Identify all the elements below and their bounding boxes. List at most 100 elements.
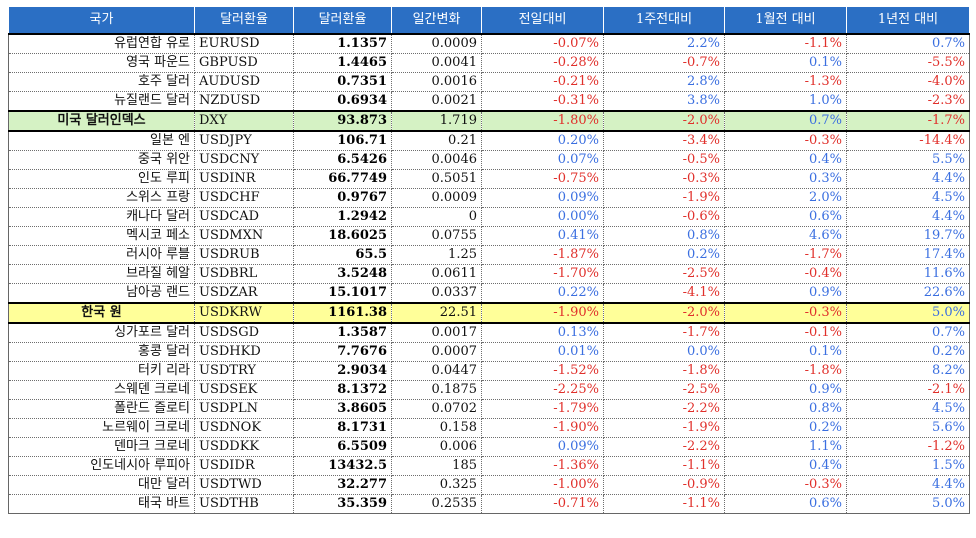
cell-vs-1-month[interactable]: -1.3% [724,72,847,92]
cell-code[interactable]: USDRUB [194,245,294,265]
cell-vs-1-week[interactable]: -1.7% [603,323,725,343]
cell-vs-1-month[interactable]: 4.6% [724,226,847,246]
cell-vs-prev-day[interactable]: -2.25% [481,380,604,400]
cell-daily-change[interactable]: 185 [391,456,482,476]
cell-country[interactable]: 멕시코 페소 [8,226,195,246]
cell-rate[interactable]: 32.277 [293,475,392,495]
cell-rate[interactable]: 1161.38 [293,302,392,324]
cell-rate[interactable]: 6.5509 [293,437,392,457]
cell-vs-prev-day[interactable]: -0.31% [481,91,604,112]
cell-vs-prev-day[interactable]: -1.79% [481,399,604,419]
cell-rate[interactable]: 93.873 [293,110,392,132]
cell-vs-prev-day[interactable]: -0.07% [481,34,604,54]
cell-vs-1-year[interactable]: 22.6% [846,283,970,304]
cell-vs-1-week[interactable]: -4.1% [603,283,725,304]
cell-vs-1-year[interactable]: 5.6% [846,418,970,438]
cell-daily-change[interactable]: 0.0016 [391,72,482,92]
cell-code[interactable]: USDIDR [194,456,294,476]
cell-country[interactable]: 스위스 프랑 [8,188,195,208]
cell-vs-1-month[interactable]: 0.6% [724,494,847,514]
cell-daily-change[interactable]: 0.0046 [391,150,482,170]
cell-country[interactable]: 한국 원 [8,302,195,324]
cell-vs-1-week[interactable]: -1.8% [603,361,725,381]
cell-vs-1-year[interactable]: 5.0% [846,494,970,514]
cell-vs-1-year[interactable]: 0.7% [846,323,970,343]
cell-vs-prev-day[interactable]: -0.71% [481,494,604,514]
cell-code[interactable]: USDKRW [194,302,294,324]
cell-country[interactable]: 폴란드 즐로티 [8,399,195,419]
cell-code[interactable]: AUDUSD [194,72,294,92]
cell-vs-1-month[interactable]: 0.3% [724,169,847,189]
cell-country[interactable]: 영국 파운드 [8,53,195,73]
cell-vs-1-year[interactable]: -5.5% [846,53,970,73]
cell-vs-1-month[interactable]: 0.8% [724,399,847,419]
cell-vs-1-week[interactable]: 0.2% [603,245,725,265]
cell-vs-1-month[interactable]: -0.4% [724,264,847,284]
cell-code[interactable]: USDZAR [194,283,294,304]
cell-vs-prev-day[interactable]: 0.22% [481,283,604,304]
cell-vs-1-year[interactable]: -14.4% [846,131,970,151]
cell-vs-1-week[interactable]: -2.0% [603,110,725,132]
cell-country[interactable]: 싱가포르 달러 [8,323,195,343]
cell-code[interactable]: USDSEK [194,380,294,400]
cell-daily-change[interactable]: 0.1875 [391,380,482,400]
cell-vs-1-week[interactable]: -0.5% [603,150,725,170]
header-daily-change[interactable]: 일간변화 [391,6,482,35]
cell-vs-1-year[interactable]: 0.7% [846,34,970,54]
cell-vs-1-year[interactable]: 19.7% [846,226,970,246]
cell-code[interactable]: USDMXN [194,226,294,246]
cell-vs-prev-day[interactable]: -0.21% [481,72,604,92]
cell-daily-change[interactable]: 0.0447 [391,361,482,381]
cell-code[interactable]: USDDKK [194,437,294,457]
cell-rate[interactable]: 1.2942 [293,207,392,227]
cell-vs-1-year[interactable]: 4.5% [846,399,970,419]
cell-vs-1-week[interactable]: 2.8% [603,72,725,92]
cell-vs-1-month[interactable]: 1.1% [724,437,847,457]
cell-rate[interactable]: 1.4465 [293,53,392,73]
cell-country[interactable]: 남아공 랜드 [8,283,195,304]
cell-vs-1-month[interactable]: 1.0% [724,91,847,112]
cell-vs-1-year[interactable]: 17.4% [846,245,970,265]
cell-rate[interactable]: 8.1372 [293,380,392,400]
cell-vs-1-month[interactable]: 0.1% [724,53,847,73]
cell-vs-1-week[interactable]: -0.9% [603,475,725,495]
cell-rate[interactable]: 66.7749 [293,169,392,189]
cell-country[interactable]: 중국 위안 [8,150,195,170]
cell-code[interactable]: USDHKD [194,342,294,362]
cell-vs-prev-day[interactable]: -1.90% [481,302,604,324]
cell-daily-change[interactable]: 0.0337 [391,283,482,304]
cell-country[interactable]: 노르웨이 크로네 [8,418,195,438]
cell-vs-1-year[interactable]: 5.5% [846,150,970,170]
cell-vs-prev-day[interactable]: 0.09% [481,188,604,208]
cell-code[interactable]: USDSGD [194,323,294,343]
cell-rate[interactable]: 18.6025 [293,226,392,246]
cell-country[interactable]: 스웨덴 크로네 [8,380,195,400]
cell-vs-1-week[interactable]: -0.7% [603,53,725,73]
cell-vs-prev-day[interactable]: -1.70% [481,264,604,284]
header-rate[interactable]: 달러환율 [293,6,392,35]
cell-vs-1-year[interactable]: 4.5% [846,188,970,208]
cell-vs-1-month[interactable]: 2.0% [724,188,847,208]
header-vs-1-week[interactable]: 1주전대비 [603,6,725,35]
cell-rate[interactable]: 0.9767 [293,188,392,208]
cell-vs-1-year[interactable]: 5.0% [846,302,970,324]
cell-rate[interactable]: 2.9034 [293,361,392,381]
cell-vs-prev-day[interactable]: 0.07% [481,150,604,170]
cell-country[interactable]: 유럽연합 유로 [8,34,195,54]
cell-daily-change[interactable]: 0.0017 [391,323,482,343]
cell-vs-1-year[interactable]: 0.2% [846,342,970,362]
cell-daily-change[interactable]: 0.21 [391,131,482,151]
cell-daily-change[interactable]: 0.006 [391,437,482,457]
cell-rate[interactable]: 15.1017 [293,283,392,304]
cell-vs-prev-day[interactable]: 0.20% [481,131,604,151]
cell-rate[interactable]: 0.6934 [293,91,392,112]
cell-vs-1-year[interactable]: 4.4% [846,207,970,227]
cell-vs-1-month[interactable]: -0.3% [724,131,847,151]
cell-vs-prev-day[interactable]: 0.00% [481,207,604,227]
cell-rate[interactable]: 1.3587 [293,323,392,343]
cell-daily-change[interactable]: 1.719 [391,110,482,132]
cell-vs-1-week[interactable]: 2.2% [603,34,725,54]
cell-daily-change[interactable]: 0.0007 [391,342,482,362]
cell-vs-prev-day[interactable]: -1.00% [481,475,604,495]
cell-daily-change[interactable]: 1.25 [391,245,482,265]
